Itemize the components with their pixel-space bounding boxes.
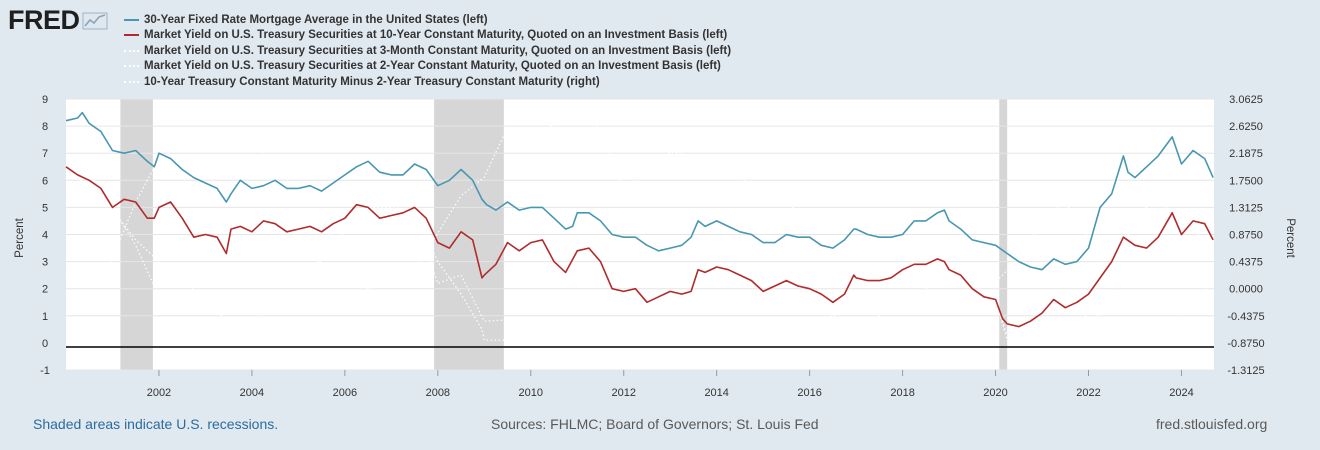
legend-label-two-year: Market Yield on U.S. Treasury Securities… [144, 60, 721, 73]
legend-swatch-mortgage [124, 18, 139, 21]
x-tick-label-2004: 2004 [240, 387, 264, 399]
y-right-tick-label-0: -1.3125 [1227, 365, 1264, 377]
y-axis-left-ticks: -1 0 1 2 3 4 5 6 7 8 9 [40, 94, 50, 377]
y-right-tick-label-5: 0.8750 [1229, 230, 1263, 242]
legend-swatch-three-month [124, 49, 139, 52]
legend-label-three-month: Market Yield on U.S. Treasury Securities… [144, 44, 732, 57]
legend-item-two-year[interactable]: Market Yield on U.S. Treasury Securities… [124, 59, 731, 75]
y-left-tick-label-1: 0 [42, 338, 48, 350]
y-left-tick-label-0: -1 [40, 365, 50, 377]
fred-site-link[interactable]: fred.stlouisfed.org [1156, 416, 1268, 432]
legend-label-ten-year: Market Yield on U.S. Treasury Securities… [144, 29, 728, 42]
y-axis-left-title: Percent [14, 217, 26, 257]
series-line-three-month [65, 174, 1214, 343]
legend-item-three-month[interactable]: Market Yield on U.S. Treasury Securities… [124, 43, 731, 59]
x-tick-label-2022: 2022 [1076, 387, 1100, 399]
fred-logo-text: FRED [8, 5, 80, 35]
sources-note: Sources: FHLMC; Board of Governors; St. … [491, 416, 819, 432]
x-tick-label-2010: 2010 [519, 387, 543, 399]
fred-chart-icon [82, 12, 107, 29]
y-left-tick-label-8: 7 [42, 148, 48, 160]
y-left-tick-label-4: 3 [42, 257, 48, 269]
series-line-ten-year [65, 166, 1214, 328]
y-right-tick-label-1: -0.8750 [1227, 338, 1264, 350]
x-axis-ticks: 2002 2004 2006 2008 2010 2012 2014 2016 2018 2020… [147, 370, 1194, 399]
y-right-tick-label-7: 1.7500 [1229, 175, 1263, 187]
y-left-tick-label-2: 1 [42, 311, 48, 323]
legend-swatch-spread [124, 80, 139, 83]
y-left-tick-label-10: 9 [42, 94, 48, 106]
legend-item-spread[interactable]: 10-Year Treasury Constant Maturity Minus… [124, 74, 731, 90]
y-right-tick-label-9: 2.6250 [1229, 121, 1263, 133]
y-right-tick-label-8: 2.1875 [1229, 148, 1263, 160]
y-axis-right-title: Percent [1284, 218, 1296, 258]
legend-swatch-ten-year [124, 34, 139, 37]
legend-label-mortgage: 30-Year Fixed Rate Mortgage Average in t… [144, 13, 488, 26]
y-right-tick-label-10: 3.0625 [1229, 94, 1263, 106]
x-tick-label-2018: 2018 [890, 387, 914, 399]
y-right-tick-label-3: 0.0000 [1229, 284, 1263, 296]
legend-item-ten-year[interactable]: Market Yield on U.S. Treasury Securities… [124, 28, 731, 44]
y-right-tick-label-4: 0.4375 [1229, 257, 1263, 269]
legend-label-spread: 10-Year Treasury Constant Maturity Minus… [144, 75, 600, 88]
chart-legend: 30-Year Fixed Rate Mortgage Average in t… [124, 12, 731, 90]
x-tick-label-2024: 2024 [1169, 387, 1193, 399]
legend-item-mortgage[interactable]: 30-Year Fixed Rate Mortgage Average in t… [124, 12, 731, 28]
series-lines [65, 111, 1214, 345]
series-line-mortgage [65, 111, 1214, 271]
y-left-tick-label-6: 5 [42, 202, 48, 214]
y-axis-right-ticks: -1.3125 -0.8750 -0.4375 0.0000 0.4375 0.8750 1… [1227, 94, 1264, 377]
x-tick-label-2006: 2006 [333, 387, 357, 399]
fred-logo[interactable]: FRED [8, 5, 108, 36]
y-left-tick-label-7: 6 [42, 175, 48, 187]
x-tick-label-2002: 2002 [147, 387, 171, 399]
recession-note: Shaded areas indicate U.S. recessions. [33, 416, 279, 432]
legend-swatch-two-year [124, 65, 139, 68]
x-tick-label-2020: 2020 [983, 387, 1007, 399]
y-left-tick-label-3: 2 [42, 284, 48, 296]
y-right-tick-label-2: -0.4375 [1227, 311, 1264, 323]
y-left-tick-label-5: 4 [42, 230, 48, 242]
x-tick-label-2016: 2016 [797, 387, 821, 399]
x-tick-label-2008: 2008 [426, 387, 450, 399]
series-line-two-year [65, 168, 1214, 341]
y-left-tick-label-9: 8 [42, 121, 48, 133]
x-tick-label-2014: 2014 [704, 387, 728, 399]
x-tick-label-2012: 2012 [611, 387, 635, 399]
series-line-spread [65, 114, 1214, 345]
y-right-tick-label-6: 1.3125 [1229, 202, 1263, 214]
gridlines [66, 98, 1214, 371]
